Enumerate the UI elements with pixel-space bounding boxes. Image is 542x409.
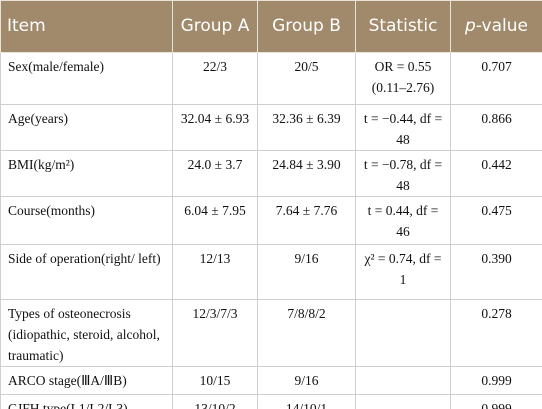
table-cell: χ² = 0.74, df = 1 bbox=[355, 244, 451, 300]
table-cell: t = −0.78, df = 48 bbox=[355, 150, 451, 197]
table-cell: 22/3 bbox=[172, 52, 258, 105]
header-cell: p-value bbox=[450, 0, 542, 53]
table-cell: Sex(male/female) bbox=[0, 52, 173, 105]
table-cell bbox=[355, 366, 451, 395]
table-cell: 10/15 bbox=[172, 366, 258, 395]
table-cell: 32.36 ± 6.39 bbox=[257, 104, 356, 151]
table-cell: 9/16 bbox=[257, 244, 356, 300]
header-row: Item Group A Group B Statistic p-value bbox=[0, 0, 542, 53]
table-cell bbox=[355, 299, 451, 367]
table-row: Age(years) 32.04 ± 6.93 32.36 ± 6.39 t = −0… bbox=[0, 104, 542, 151]
table-cell: Course(months) bbox=[0, 196, 173, 245]
table-cell: 0.278 bbox=[450, 299, 542, 367]
table-row: Course(months) 6.04 ± 7.95 7.64 ± 7.76 t = … bbox=[0, 196, 542, 245]
table-cell: CJFH type(L1/L2/L3) bbox=[0, 394, 173, 409]
table-cell: 7/8/8/2 bbox=[257, 299, 356, 367]
header-text: Statistic bbox=[368, 16, 438, 36]
table-cell: 0.707 bbox=[450, 52, 542, 105]
table-cell: 12/3/7/3 bbox=[172, 299, 258, 367]
header-cell: Statistic bbox=[355, 0, 451, 53]
table-cell: 14/10/1 bbox=[257, 394, 356, 409]
table-cell: 24.84 ± 3.90 bbox=[257, 150, 356, 197]
header-cell: Group A bbox=[172, 0, 258, 53]
table-cell: 0.866 bbox=[450, 104, 542, 151]
table-cell: ARCO stage(ⅢA/ⅢB) bbox=[0, 366, 173, 395]
header-text: p-value bbox=[465, 16, 528, 36]
table-row: BMI(kg/m²) 24.0 ± 3.7 24.84 ± 3.90 t = −0.7… bbox=[0, 150, 542, 197]
table-cell: 0.999 bbox=[450, 366, 542, 395]
table-row: Side of operation(right/ left) 12/13 9/16 χ… bbox=[0, 244, 542, 300]
table-cell: 0.999 bbox=[450, 394, 542, 409]
table-row: ARCO stage(ⅢA/ⅢB) 10/15 9/16 0.999 bbox=[0, 366, 542, 395]
table-cell: Side of operation(right/ left) bbox=[0, 244, 173, 300]
table-cell: 13/10/2 bbox=[172, 394, 258, 409]
header-cell: Item bbox=[0, 0, 173, 53]
table-cell: 20/5 bbox=[257, 52, 356, 105]
table-cell: 0.475 bbox=[450, 196, 542, 245]
table-row: CJFH type(L1/L2/L3) 13/10/2 14/10/1 0.999 bbox=[0, 394, 542, 409]
header-text: Item bbox=[7, 16, 46, 36]
table-row: Types of osteonecrosis (idiopathic, ster… bbox=[0, 299, 542, 367]
table-cell: 0.390 bbox=[450, 244, 542, 300]
header-cell: Group B bbox=[257, 0, 356, 53]
table-cell: 12/13 bbox=[172, 244, 258, 300]
table-cell: Age(years) bbox=[0, 104, 173, 151]
header-text: Group A bbox=[180, 16, 250, 36]
table-cell: 0.442 bbox=[450, 150, 542, 197]
table-cell: 7.64 ± 7.76 bbox=[257, 196, 356, 245]
table-cell: 9/16 bbox=[257, 366, 356, 395]
table-cell bbox=[355, 394, 451, 409]
table-cell: 32.04 ± 6.93 bbox=[172, 104, 258, 151]
table-cell: Types of osteonecrosis (idiopathic, ster… bbox=[0, 299, 173, 367]
table-cell: BMI(kg/m²) bbox=[0, 150, 173, 197]
table-cell: OR = 0.55 (0.11–2.76) bbox=[355, 52, 451, 105]
table-cell: t = −0.44, df = 48 bbox=[355, 104, 451, 151]
table-cell: 24.0 ± 3.7 bbox=[172, 150, 258, 197]
table-cell: t = 0.44, df = 46 bbox=[355, 196, 451, 245]
table-cell: 6.04 ± 7.95 bbox=[172, 196, 258, 245]
table-row: Sex(male/female) 22/3 20/5 OR = 0.55 (0.11–… bbox=[0, 52, 542, 105]
header-text: Group B bbox=[272, 16, 341, 36]
